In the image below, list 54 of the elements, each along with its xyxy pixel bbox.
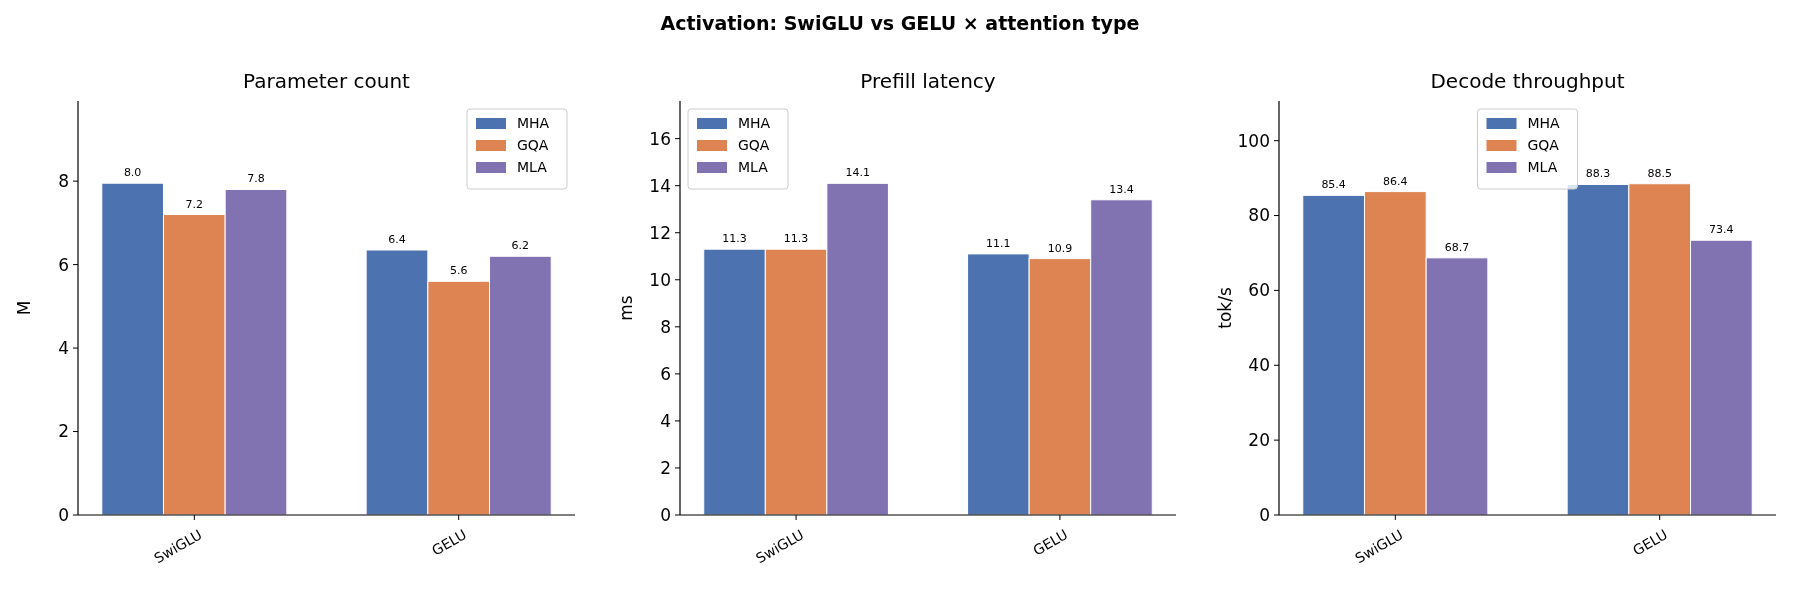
data-label: 88.5 — [1647, 166, 1672, 180]
y-tick-label: 0 — [1259, 504, 1270, 525]
data-label: 13.4 — [1109, 182, 1134, 196]
data-label: 11.1 — [986, 236, 1011, 250]
data-label: 7.8 — [247, 172, 265, 186]
data-label: 10.9 — [1047, 241, 1073, 255]
y-tick-label: 60 — [1248, 280, 1270, 301]
y-axis-title: tok/s — [1215, 287, 1235, 329]
legend-label: MLA — [517, 159, 548, 175]
legend-label: MLA — [738, 159, 769, 175]
text: Activation: SwiGLU vs GELU × attention type — [660, 12, 1140, 34]
y-tick-label: 0 — [58, 504, 69, 525]
legend-label: GQA — [517, 137, 549, 153]
data-label: 73.4 — [1709, 223, 1734, 237]
data-label: 11.3 — [722, 232, 747, 246]
y-tick-label: 4 — [58, 338, 69, 359]
y-tick-label: 8 — [660, 316, 671, 337]
data-label: 68.7 — [1444, 240, 1470, 254]
legend-label: GQA — [738, 137, 770, 153]
legend-label: MHA — [517, 115, 550, 131]
data-label: 6.2 — [511, 239, 530, 253]
data-label: 14.1 — [845, 166, 870, 180]
y-tick-label: 100 — [1237, 130, 1270, 151]
y-tick-label: 40 — [1248, 355, 1270, 376]
legend-label: GQA — [1527, 137, 1560, 153]
y-tick-label: 8 — [58, 171, 69, 192]
y-tick-label: 2 — [58, 421, 69, 442]
data-label: 5.6 — [449, 264, 468, 278]
y-tick-label: 10 — [649, 269, 671, 290]
data-label: 6.4 — [388, 232, 406, 246]
legend-label: MHA — [1527, 115, 1561, 131]
data-label: 7.2 — [185, 197, 204, 211]
data-label: 88.3 — [1585, 167, 1611, 181]
y-tick-label: 80 — [1248, 205, 1270, 226]
data-label: 86.4 — [1383, 174, 1408, 188]
y-tick-label: 6 — [660, 363, 671, 384]
y-tick-label: 2 — [660, 457, 671, 478]
y-tick-label: 12 — [649, 222, 671, 243]
data-label: 8.0 — [123, 166, 142, 180]
chart-title: Decode throughput — [1430, 69, 1625, 93]
y-tick-label: 20 — [1248, 430, 1270, 451]
data-label: 11.3 — [783, 232, 809, 246]
y-axis-title: ms — [616, 295, 636, 321]
legend-label: MHA — [738, 115, 771, 131]
y-tick-label: 6 — [58, 254, 69, 275]
y-tick-label: 16 — [649, 128, 671, 149]
data-label: 85.4 — [1321, 178, 1346, 192]
chart-title: Prefill latency — [860, 69, 996, 93]
chart-title: Parameter count — [243, 69, 411, 93]
y-tick-label: 4 — [660, 410, 671, 431]
y-tick-label: 0 — [660, 504, 671, 525]
y-tick-label: 14 — [649, 175, 671, 196]
legend-label: MLA — [1527, 159, 1558, 175]
y-axis-title: M — [14, 300, 34, 316]
